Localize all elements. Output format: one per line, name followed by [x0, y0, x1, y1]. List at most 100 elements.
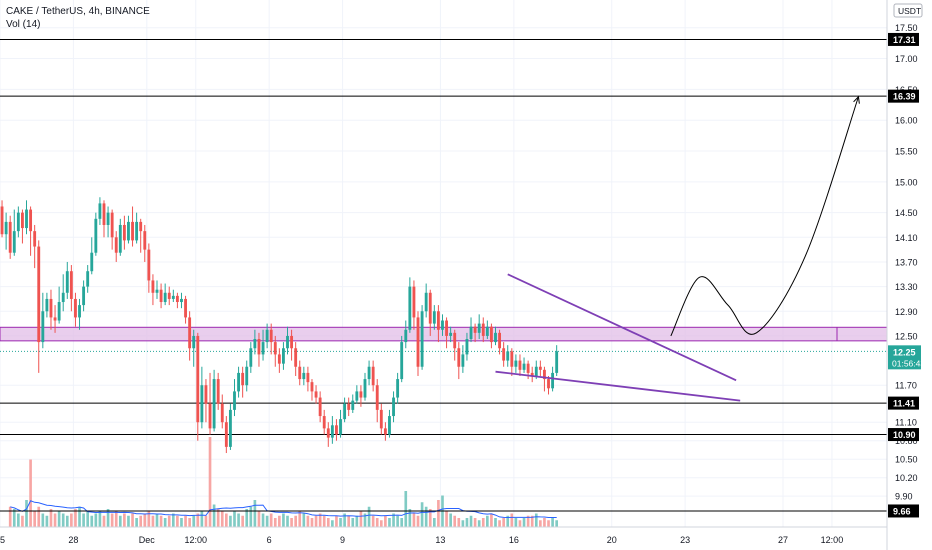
- candle-body[interactable]: [78, 305, 81, 318]
- candle-body[interactable]: [106, 212, 110, 225]
- candle-body[interactable]: [208, 403, 212, 429]
- candle-body[interactable]: [477, 323, 481, 333]
- candle-body[interactable]: [355, 391, 359, 401]
- candle-body[interactable]: [41, 311, 45, 343]
- candle-body[interactable]: [339, 419, 342, 435]
- candle-body[interactable]: [379, 409, 383, 429]
- candle-body[interactable]: [261, 342, 265, 355]
- candle-body[interactable]: [498, 332, 502, 349]
- candle-body[interactable]: [237, 372, 240, 392]
- candle-body[interactable]: [224, 422, 228, 447]
- candle-body[interactable]: [335, 425, 338, 435]
- candle-body[interactable]: [383, 428, 387, 435]
- candle-body[interactable]: [61, 292, 65, 303]
- candle-body[interactable]: [171, 295, 175, 299]
- candle-body[interactable]: [538, 366, 542, 370]
- candle-body[interactable]: [184, 298, 187, 318]
- candle-body[interactable]: [404, 329, 408, 343]
- candle-body[interactable]: [506, 351, 510, 361]
- candle-body[interactable]: [37, 246, 41, 343]
- candle-body[interactable]: [12, 231, 16, 253]
- candle-body[interactable]: [127, 221, 130, 241]
- candle-body[interactable]: [94, 218, 98, 253]
- candle-body[interactable]: [122, 224, 126, 241]
- candle-body[interactable]: [220, 403, 224, 423]
- candle-body[interactable]: [249, 348, 253, 367]
- candle-body[interactable]: [322, 416, 326, 429]
- candle-body[interactable]: [175, 295, 179, 303]
- candle-body[interactable]: [233, 391, 236, 410]
- candle-body[interactable]: [457, 348, 461, 367]
- candle-body[interactable]: [551, 372, 555, 389]
- candle-body[interactable]: [21, 212, 24, 229]
- candle-body[interactable]: [290, 335, 294, 349]
- candle-body[interactable]: [180, 298, 183, 303]
- candle-body[interactable]: [228, 409, 232, 447]
- candle-body[interactable]: [98, 203, 102, 219]
- candle-body[interactable]: [388, 416, 391, 435]
- candle-body[interactable]: [473, 326, 477, 333]
- candle-body[interactable]: [555, 351, 559, 373]
- candle-body[interactable]: [241, 372, 245, 386]
- candle-body[interactable]: [436, 311, 440, 330]
- candle-body[interactable]: [216, 379, 220, 404]
- candle-body[interactable]: [273, 342, 277, 355]
- candle-body[interactable]: [212, 379, 216, 429]
- candle-body[interactable]: [269, 329, 273, 343]
- candle-body[interactable]: [135, 221, 139, 241]
- candle-body[interactable]: [192, 335, 196, 349]
- candle-body[interactable]: [294, 348, 298, 367]
- candle-body[interactable]: [371, 366, 375, 386]
- candle-body[interactable]: [82, 286, 86, 306]
- candle-body[interactable]: [163, 292, 167, 303]
- candle-body[interactable]: [396, 379, 400, 398]
- candle-body[interactable]: [489, 326, 493, 343]
- candle-body[interactable]: [449, 332, 453, 336]
- candle-body[interactable]: [188, 317, 192, 349]
- candle-body[interactable]: [159, 289, 163, 303]
- candle-body[interactable]: [143, 231, 147, 250]
- candle-body[interactable]: [253, 339, 257, 349]
- candle-body[interactable]: [45, 298, 49, 312]
- candle-body[interactable]: [265, 329, 269, 343]
- candle-body[interactable]: [257, 339, 261, 355]
- candle-body[interactable]: [131, 221, 134, 241]
- candle-body[interactable]: [0, 206, 4, 235]
- candle-body[interactable]: [400, 342, 404, 380]
- candle-body[interactable]: [118, 224, 122, 253]
- candle-body[interactable]: [461, 354, 465, 367]
- candle-body[interactable]: [347, 403, 351, 410]
- candle-body[interactable]: [514, 360, 518, 367]
- candle-body[interactable]: [57, 302, 61, 321]
- candle-body[interactable]: [485, 326, 489, 336]
- candle-body[interactable]: [359, 391, 363, 398]
- candle-body[interactable]: [29, 209, 33, 232]
- candle-body[interactable]: [110, 212, 114, 238]
- candle-body[interactable]: [147, 249, 151, 281]
- candle-body[interactable]: [167, 292, 171, 299]
- symbol-title[interactable]: CAKE / TetherUS, 4h, BINANCE: [6, 6, 150, 17]
- candle-body[interactable]: [469, 326, 473, 340]
- candle-body[interactable]: [428, 292, 432, 324]
- candle-body[interactable]: [318, 397, 322, 417]
- candle-body[interactable]: [518, 360, 522, 370]
- candle-body[interactable]: [420, 311, 424, 367]
- candle-body[interactable]: [547, 379, 550, 389]
- candle-body[interactable]: [302, 372, 306, 380]
- candle-body[interactable]: [155, 289, 159, 293]
- candle-body[interactable]: [49, 298, 53, 318]
- volume-indicator-title[interactable]: Vol (14): [6, 19, 41, 30]
- candle-body[interactable]: [367, 366, 371, 380]
- candle-body[interactable]: [412, 286, 416, 318]
- candle-body[interactable]: [196, 335, 200, 423]
- candle-body[interactable]: [286, 335, 289, 349]
- candle-body[interactable]: [69, 271, 73, 299]
- candle-body[interactable]: [543, 369, 546, 380]
- candle-body[interactable]: [416, 317, 420, 367]
- candle-body[interactable]: [245, 366, 249, 386]
- candle-body[interactable]: [151, 280, 155, 293]
- candle-body[interactable]: [481, 323, 485, 336]
- candle-body[interactable]: [310, 382, 314, 392]
- candle-body[interactable]: [282, 348, 285, 364]
- projection-path[interactable]: [670, 96, 859, 337]
